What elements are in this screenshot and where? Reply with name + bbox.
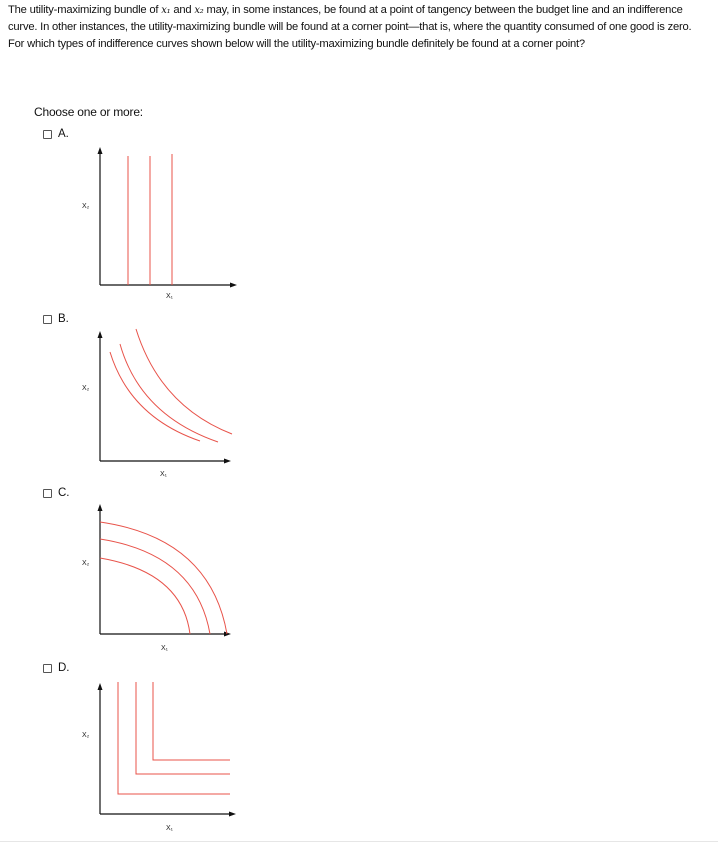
option-c[interactable]: C.	[43, 485, 70, 501]
x1-symbol: x₁	[161, 5, 171, 16]
indifference-curve	[99, 538, 211, 635]
graph-a: X₂ X₁	[82, 147, 237, 300]
indifference-curve	[99, 557, 191, 635]
bottom-divider	[0, 841, 718, 842]
x-axis-arrow-icon	[224, 458, 231, 464]
option-c-label: C.	[58, 487, 70, 499]
indifference-curve	[152, 682, 230, 761]
graph-d: X₂ X₁	[82, 682, 236, 832]
question-part: The utility-maximizing bundle of	[8, 4, 162, 16]
question-part: may, in some instances, be found at a po…	[8, 4, 692, 50]
option-b-label: B.	[58, 313, 69, 325]
indifference-curve	[135, 682, 230, 775]
option-d[interactable]: D.	[43, 660, 70, 676]
checkbox-d[interactable]	[43, 663, 52, 673]
x-axis-label: X₁	[161, 645, 169, 652]
x-axis-label: X₁	[166, 825, 174, 832]
question-text: The utility-maximizing bundle of x₁ and …	[8, 2, 708, 53]
y-axis-label: X₂	[82, 732, 90, 739]
x-axis-arrow-icon	[229, 811, 236, 817]
checkbox-b[interactable]	[43, 314, 52, 324]
option-a[interactable]: A.	[43, 126, 69, 142]
y-axis-label: X₂	[82, 203, 90, 210]
option-a-label: A.	[58, 128, 69, 140]
choose-prompt: Choose one or more:	[34, 105, 143, 119]
graph-b: X₂ X₁	[82, 328, 233, 478]
graph-c: X₂ X₁	[82, 504, 231, 652]
x-axis-arrow-icon	[224, 631, 231, 637]
option-b[interactable]: B.	[43, 311, 69, 327]
indifference-curve	[119, 343, 219, 443]
y-axis-arrow-icon	[97, 504, 103, 511]
x-axis-label: X₁	[160, 471, 168, 478]
indifference-curve	[99, 521, 228, 635]
indifference-curve	[117, 682, 230, 795]
y-axis-label: X₂	[82, 560, 90, 567]
checkbox-c[interactable]	[43, 488, 52, 498]
y-axis-label: X₂	[82, 385, 90, 392]
x2-symbol: x₂	[194, 5, 204, 16]
checkbox-a[interactable]	[43, 129, 52, 139]
x-axis-arrow-icon	[230, 282, 237, 288]
y-axis-arrow-icon	[97, 147, 103, 154]
question-part: and	[170, 4, 195, 16]
y-axis-arrow-icon	[97, 331, 103, 338]
option-d-label: D.	[58, 662, 70, 674]
indifference-curve	[109, 351, 201, 442]
y-axis-arrow-icon	[97, 683, 103, 690]
indifference-curve	[135, 328, 233, 435]
x-axis-label: X₁	[166, 293, 174, 300]
